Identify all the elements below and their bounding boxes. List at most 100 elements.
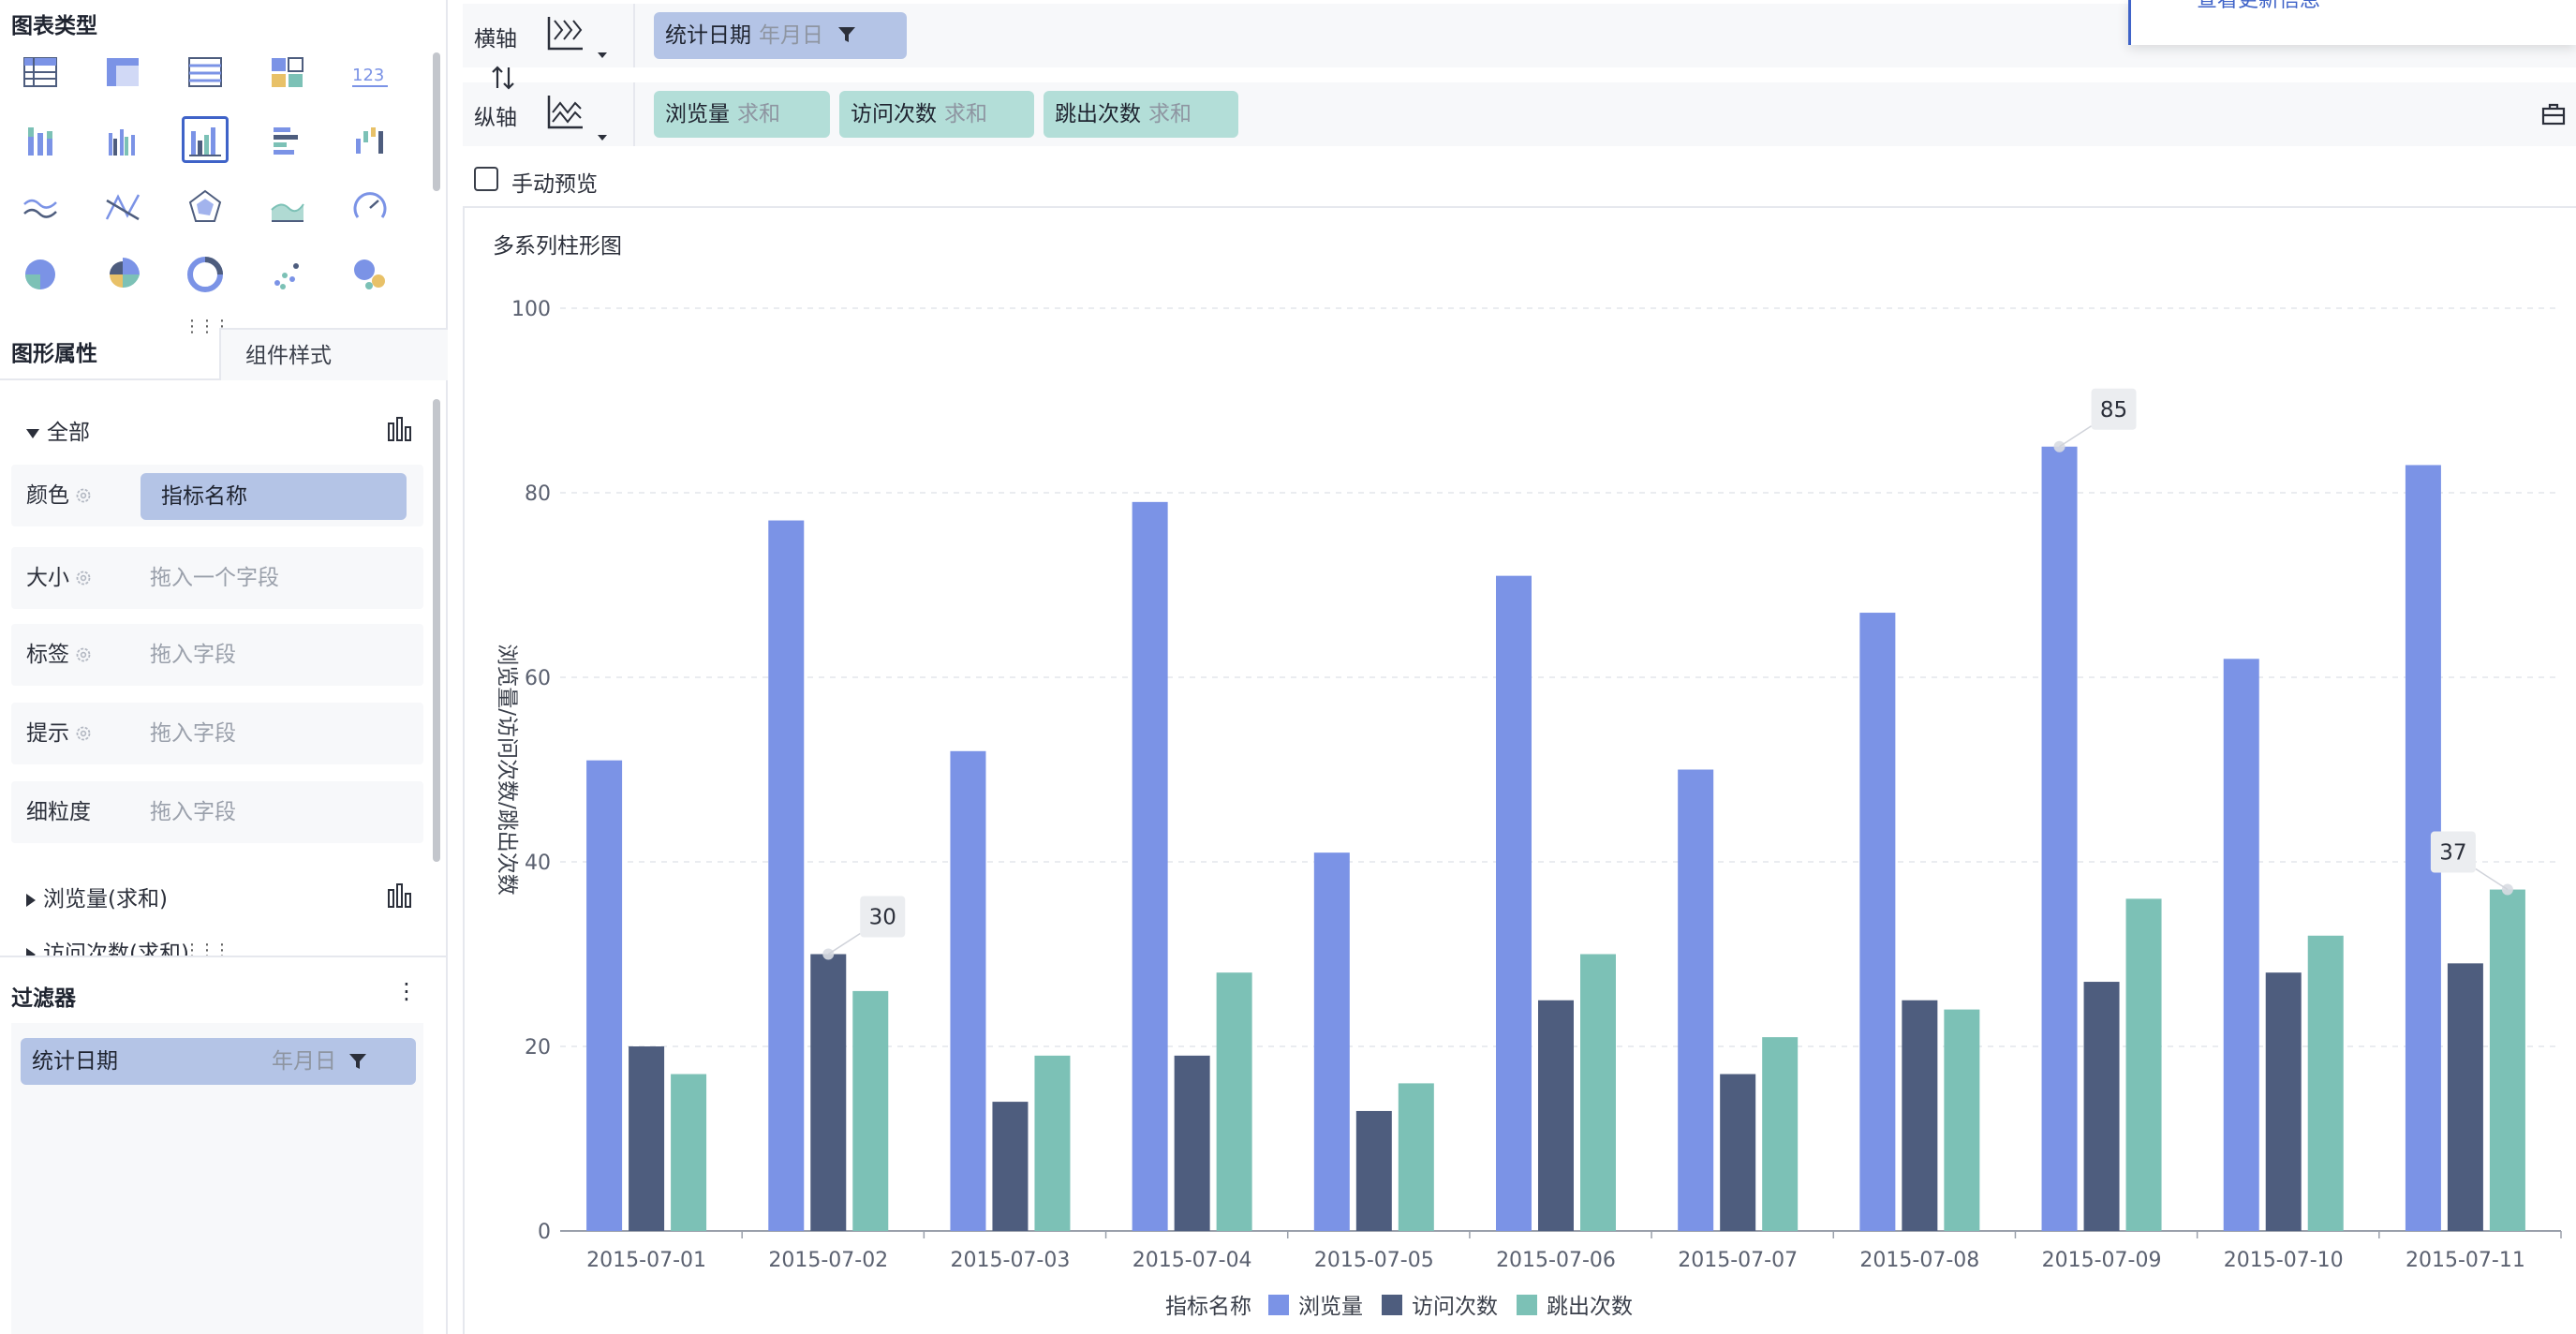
- y-tick-label: 40: [525, 852, 551, 875]
- gear-icon[interactable]: [75, 646, 92, 663]
- legend-swatch: [1517, 1295, 1537, 1315]
- y-tick-label: 0: [538, 1221, 551, 1244]
- bar: [1902, 1000, 1938, 1231]
- annotation-leader: [827, 932, 861, 956]
- gauge-icon[interactable]: [347, 184, 393, 230]
- property-row[interactable]: 颜色 指标名称: [11, 465, 423, 526]
- bar: [1762, 1037, 1799, 1231]
- next-series-expander-label: 访问次数(求和): [43, 941, 189, 956]
- tab-component-style[interactable]: 组件样式: [219, 328, 448, 380]
- detail-table-icon[interactable]: [182, 49, 229, 96]
- properties-scrollbar[interactable]: [433, 399, 440, 862]
- bar: [2489, 889, 2525, 1231]
- tab-graph-properties[interactable]: 图形属性: [11, 342, 97, 366]
- scatter-icon[interactable]: [264, 251, 311, 298]
- splitter-handle[interactable]: ⋮⋮⋮: [184, 317, 230, 336]
- series-expander[interactable]: 浏览量(求和): [26, 881, 168, 912]
- property-row[interactable]: 标签 拖入字段: [11, 624, 423, 686]
- bar: [1216, 972, 1252, 1231]
- property-drop-slot[interactable]: 拖入字段: [150, 800, 236, 824]
- property-row[interactable]: 提示 拖入字段: [11, 703, 423, 764]
- swap-axes-icon[interactable]: [489, 64, 517, 92]
- filter-funnel-icon[interactable]: [348, 1052, 367, 1071]
- series-expander-label: 浏览量(求和): [43, 887, 168, 912]
- bar: [1538, 1000, 1574, 1231]
- multi-series-bar-icon[interactable]: [182, 116, 229, 163]
- horizontal-bar-icon[interactable]: [264, 116, 311, 163]
- bar: [586, 760, 623, 1231]
- property-row[interactable]: 细粒度 拖入字段: [11, 781, 423, 843]
- x-axis-granularity: 年月日: [759, 23, 823, 48]
- y-axis-aggregation: 求和: [944, 102, 987, 126]
- bar: [852, 990, 889, 1231]
- donut-icon[interactable]: [182, 251, 229, 298]
- property-row[interactable]: 大小 拖入一个字段: [11, 547, 423, 609]
- rose-pie-icon[interactable]: [99, 251, 146, 298]
- radar-icon[interactable]: [182, 184, 229, 230]
- gear-icon[interactable]: [75, 570, 92, 586]
- annotation-box: [2091, 388, 2137, 430]
- y-axis-dropdown-icon[interactable]: [598, 135, 607, 141]
- x-axis-sort-icon[interactable]: [545, 15, 585, 52]
- property-label: 颜色: [26, 483, 69, 508]
- next-series-expander[interactable]: 访问次数(求和): [26, 941, 189, 956]
- y-axis-pill[interactable]: 访问次数 求和: [839, 91, 1034, 138]
- y-axis-sort-icon[interactable]: [545, 94, 585, 131]
- x-axis-pill[interactable]: 统计日期 年月日: [654, 12, 907, 59]
- filter-granularity: 年月日: [272, 1049, 336, 1074]
- table-icon[interactable]: [17, 49, 64, 96]
- manual-preview-checkbox[interactable]: [474, 167, 498, 191]
- x-tick-label: 2015-07-08: [1859, 1249, 1979, 1272]
- bar: [1398, 1083, 1434, 1231]
- gear-icon[interactable]: [75, 487, 92, 504]
- x-tick-label: 2015-07-01: [586, 1249, 706, 1272]
- line-icon[interactable]: [17, 184, 64, 230]
- all-expander[interactable]: 全部: [26, 414, 90, 446]
- bar: [1355, 1110, 1392, 1231]
- bar: [2265, 972, 2302, 1231]
- grouped-bar-icon[interactable]: [99, 116, 146, 163]
- y-axis-aggregation: 求和: [737, 102, 780, 126]
- bar: [1496, 575, 1532, 1231]
- property-drop-slot[interactable]: 拖入字段: [150, 643, 236, 667]
- filter-pill[interactable]: 统计日期 年月日: [21, 1038, 416, 1085]
- bar: [1313, 852, 1350, 1231]
- legend-label: 访问次数: [1412, 1295, 1498, 1319]
- property-label: 提示: [26, 721, 69, 746]
- notification-link[interactable]: 查看更新信息: [2197, 0, 2321, 12]
- y-axis-pill[interactable]: 浏览量 求和: [654, 91, 830, 138]
- manual-preview-label: 手动预览: [511, 172, 598, 197]
- pie-icon[interactable]: [17, 251, 64, 298]
- bar-chart-icon[interactable]: [386, 414, 414, 442]
- y-axis-pill[interactable]: 跳出次数 求和: [1044, 91, 1238, 138]
- bar: [1944, 1009, 1980, 1231]
- x-axis-dropdown-icon[interactable]: [598, 52, 607, 58]
- bar-chart-icon[interactable]: [386, 881, 414, 909]
- annotation-box: [2430, 831, 2476, 873]
- stacked-bar-icon[interactable]: [17, 116, 64, 163]
- annotation-label: 30: [869, 906, 896, 930]
- filter-title: 过滤器: [11, 986, 76, 1011]
- splitter-handle[interactable]: ⋮⋮⋮: [184, 941, 230, 960]
- toolbox-icon[interactable]: [2540, 101, 2567, 127]
- chart-types-scrollbar[interactable]: [433, 52, 440, 191]
- property-tabs: 图形属性 组件样式: [0, 328, 448, 380]
- bar: [992, 1102, 1029, 1231]
- kpi-card-icon[interactable]: [264, 49, 311, 96]
- bar: [2223, 659, 2259, 1231]
- bubble-icon[interactable]: [347, 251, 393, 298]
- property-drop-slot[interactable]: 拖入一个字段: [150, 566, 279, 590]
- scatter-line-icon[interactable]: [99, 184, 146, 230]
- property-field-pill[interactable]: 指标名称: [141, 473, 407, 520]
- area-icon[interactable]: [264, 184, 311, 230]
- gear-icon[interactable]: [75, 725, 92, 742]
- filter-funnel-icon[interactable]: [837, 25, 856, 44]
- y-tick-label: 20: [525, 1036, 551, 1060]
- cross-table-icon[interactable]: [99, 49, 146, 96]
- property-drop-slot[interactable]: 拖入字段: [150, 721, 236, 746]
- waterfall-icon[interactable]: [347, 116, 393, 163]
- bar: [1174, 1055, 1210, 1231]
- more-menu-icon[interactable]: ⋮: [395, 978, 418, 1004]
- x-axis-field: 统计日期: [665, 23, 751, 48]
- number-icon[interactable]: 123: [347, 49, 393, 96]
